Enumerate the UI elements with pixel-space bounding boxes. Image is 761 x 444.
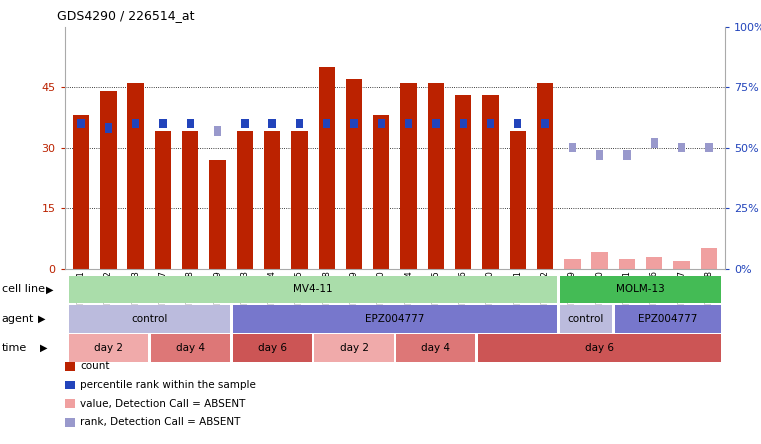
Bar (705, 143, 712, 152)
Text: time: time (2, 343, 27, 353)
Bar (154, 131, 171, 269)
Bar (482, 95, 498, 269)
Bar (100, 91, 116, 269)
Bar (296, 119, 303, 128)
Bar (319, 67, 335, 269)
Bar (350, 119, 358, 128)
Bar (455, 95, 471, 269)
Bar (615, 305, 721, 333)
Bar (460, 119, 467, 128)
Text: ▶: ▶ (46, 285, 54, 294)
Text: ▶: ▶ (38, 314, 46, 324)
Bar (514, 119, 521, 128)
Bar (432, 119, 440, 128)
Bar (564, 258, 581, 269)
Bar (233, 334, 312, 362)
Text: cell line: cell line (2, 285, 45, 294)
Bar (68, 305, 230, 333)
Bar (651, 138, 658, 148)
Text: day 4: day 4 (176, 343, 205, 353)
Bar (373, 115, 390, 269)
Bar (214, 126, 221, 135)
Bar (159, 119, 167, 128)
Text: day 6: day 6 (585, 343, 614, 353)
Bar (478, 334, 721, 362)
Bar (186, 119, 194, 128)
Text: control: control (568, 314, 604, 324)
Bar (182, 131, 199, 269)
Text: agent: agent (2, 314, 34, 324)
Text: MOLM-13: MOLM-13 (616, 285, 665, 294)
Bar (701, 249, 717, 269)
Text: EPZ004777: EPZ004777 (638, 314, 698, 324)
Bar (323, 119, 330, 128)
Bar (68, 276, 557, 303)
Bar (209, 160, 226, 269)
Bar (487, 119, 494, 128)
Text: count: count (80, 361, 110, 371)
Bar (127, 83, 144, 269)
Text: day 6: day 6 (258, 343, 287, 353)
Bar (237, 131, 253, 269)
Bar (151, 334, 230, 362)
Text: value, Detection Call = ABSENT: value, Detection Call = ABSENT (80, 399, 245, 408)
Bar (269, 119, 275, 128)
Text: percentile rank within the sample: percentile rank within the sample (80, 380, 256, 390)
Bar (591, 253, 608, 269)
Bar (537, 83, 553, 269)
Text: MV4-11: MV4-11 (293, 285, 333, 294)
Bar (568, 143, 576, 152)
Bar (73, 115, 89, 269)
Bar (400, 83, 417, 269)
Bar (678, 143, 685, 152)
Text: day 2: day 2 (94, 343, 123, 353)
Bar (68, 334, 148, 362)
Bar (541, 119, 549, 128)
Text: rank, Detection Call = ABSENT: rank, Detection Call = ABSENT (80, 417, 240, 427)
Bar (345, 79, 362, 269)
Bar (623, 150, 631, 160)
Bar (619, 258, 635, 269)
Bar (396, 334, 476, 362)
Bar (646, 257, 663, 269)
Text: EPZ004777: EPZ004777 (365, 314, 425, 324)
Bar (510, 131, 526, 269)
Bar (560, 276, 721, 303)
Bar (291, 131, 307, 269)
Bar (314, 334, 393, 362)
Text: ▶: ▶ (40, 343, 48, 353)
Bar (241, 119, 249, 128)
Bar (233, 305, 557, 333)
Bar (405, 119, 412, 128)
Text: GDS4290 / 226514_at: GDS4290 / 226514_at (57, 9, 195, 22)
Bar (264, 131, 280, 269)
Text: day 4: day 4 (422, 343, 451, 353)
Bar (428, 83, 444, 269)
Bar (105, 123, 112, 133)
Text: control: control (131, 314, 167, 324)
Bar (560, 305, 612, 333)
Bar (132, 119, 139, 128)
Bar (78, 119, 84, 128)
Bar (596, 150, 603, 160)
Text: day 2: day 2 (339, 343, 368, 353)
Bar (377, 119, 385, 128)
Bar (673, 261, 689, 269)
